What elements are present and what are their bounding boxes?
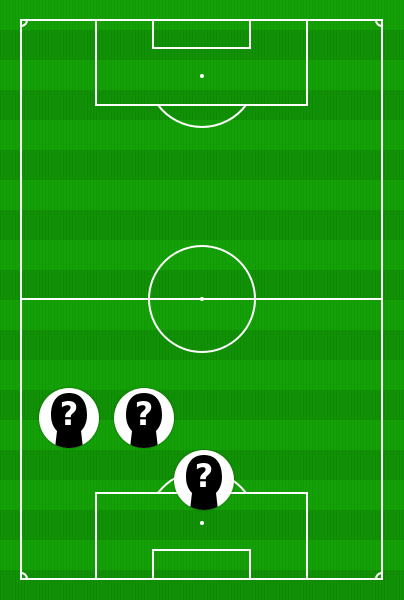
unknown-symbol: ? bbox=[195, 457, 214, 495]
top-goal-area bbox=[152, 19, 251, 49]
unknown-player-icon: ? bbox=[186, 455, 222, 510]
player-slot-center-back[interactable]: ? bbox=[114, 388, 174, 448]
corner-arc-top-left bbox=[20, 19, 28, 27]
top-penalty-arc bbox=[157, 104, 247, 128]
center-circle bbox=[148, 245, 256, 353]
unknown-player-icon: ? bbox=[126, 393, 162, 448]
top-penalty-spot bbox=[200, 74, 204, 78]
unknown-symbol: ? bbox=[135, 395, 154, 433]
unknown-symbol: ? bbox=[60, 395, 79, 433]
bottom-goal-area bbox=[152, 549, 251, 580]
corner-arc-top-right bbox=[375, 19, 383, 27]
player-slot-goalkeeper[interactable]: ? bbox=[174, 450, 234, 510]
center-spot bbox=[200, 297, 204, 301]
top-penalty-area bbox=[95, 19, 308, 106]
corner-arc-bottom-right bbox=[375, 572, 383, 580]
corner-arc-bottom-left bbox=[20, 572, 28, 580]
bottom-penalty-spot bbox=[200, 521, 204, 525]
player-slot-left-back[interactable]: ? bbox=[39, 388, 99, 448]
unknown-player-icon: ? bbox=[51, 393, 87, 448]
